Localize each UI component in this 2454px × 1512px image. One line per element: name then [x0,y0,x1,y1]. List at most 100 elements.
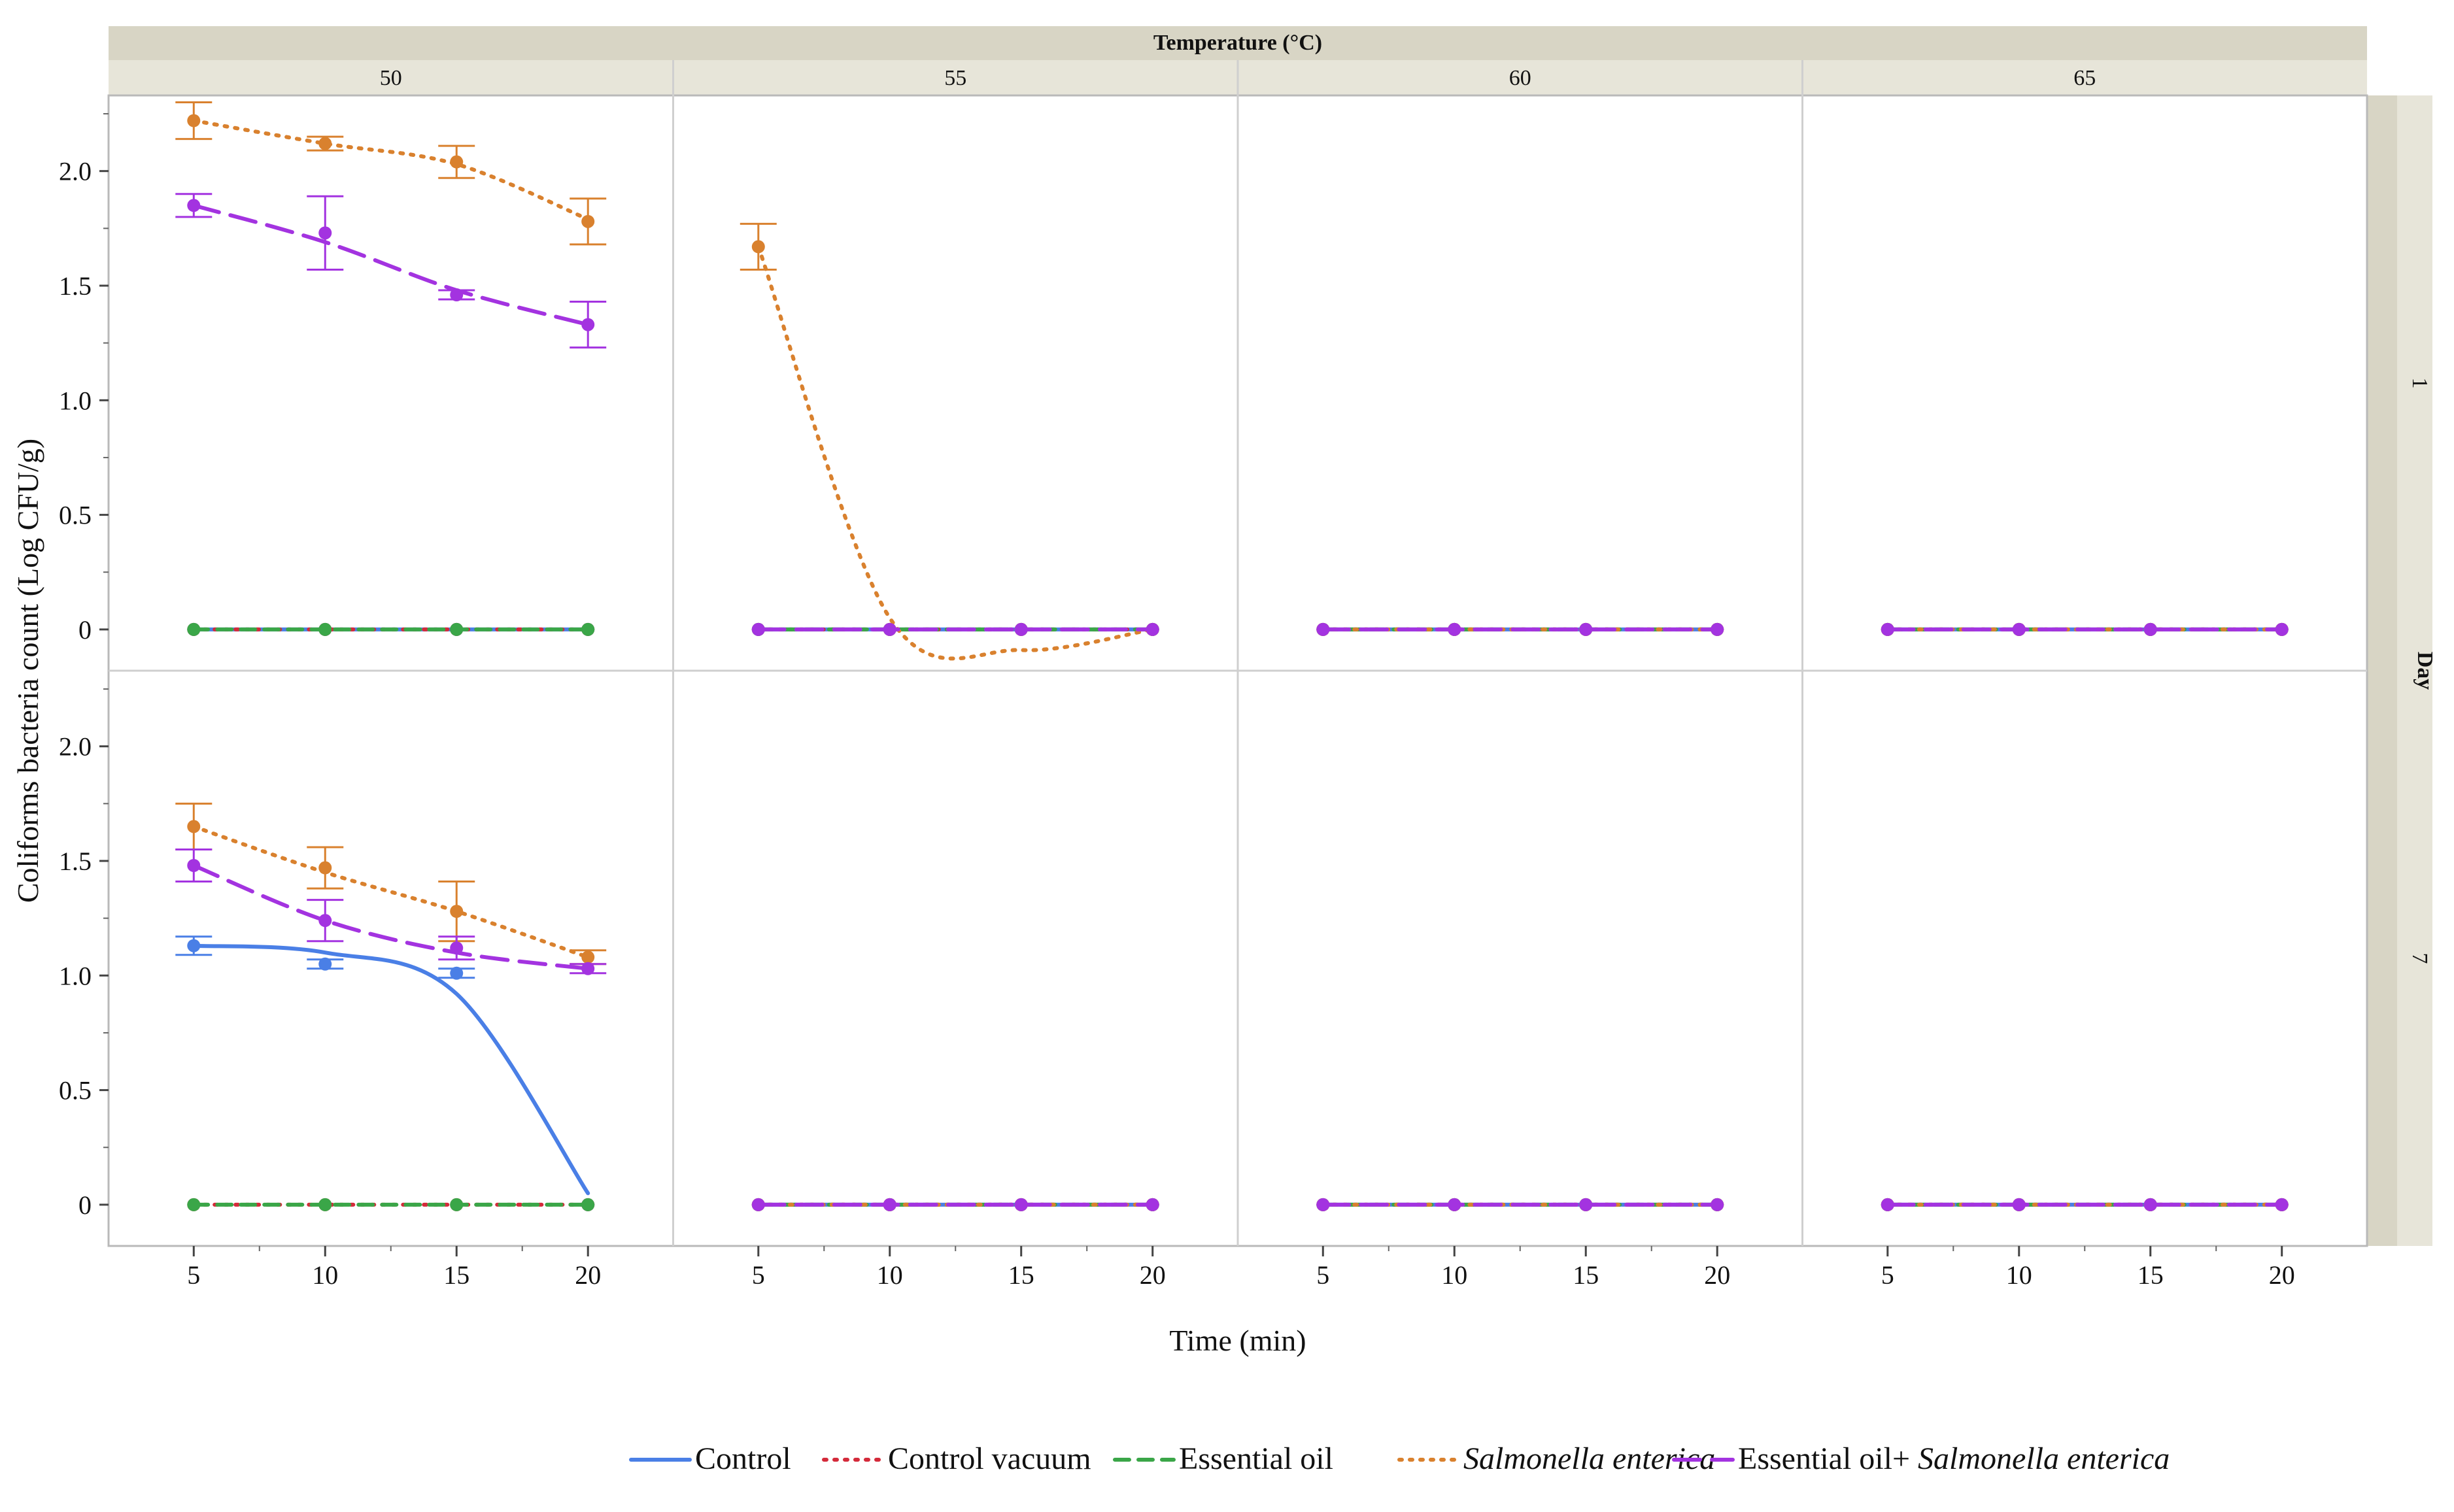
data-point-salmonella-enterica [450,155,464,169]
data-point-salmonella-enterica [581,214,595,228]
x-tick-label: 15 [1573,1260,1599,1290]
data-point-essential-oil [318,1198,332,1211]
data-point-essential-oil-salmonella-enterica [581,962,595,975]
data-point-essential-oil-salmonella-enterica [751,622,765,636]
y-tick-label: 2.0 [59,157,92,186]
legend-label: Essential oil [1179,1441,1333,1476]
data-point-essential-oil-salmonella-enterica [2012,1198,2026,1211]
data-point-salmonella-enterica [581,950,595,964]
data-point-essential-oil [450,1198,464,1211]
series-line-control [192,943,590,1196]
y-tick-label: 0 [78,1190,92,1220]
facet-col-label: 60 [1509,66,1531,90]
series-line-salmonella-enterica [192,118,590,222]
data-point-salmonella-enterica [450,905,464,918]
data-point-essential-oil-salmonella-enterica [1014,1198,1028,1211]
data-point-essential-oil [318,622,332,636]
data-point-salmonella-enterica [318,861,332,875]
data-point-control [187,939,201,952]
data-point-essential-oil-salmonella-enterica [1711,622,1724,636]
facet-col-label: 50 [380,66,402,90]
data-point-essential-oil-salmonella-enterica [751,1198,765,1211]
legend-label: Essential oil+ Salmonella enterica [1738,1441,2170,1476]
panel-r0-c3 [1881,622,2289,636]
x-tick-label: 15 [2138,1260,2164,1290]
x-axis-label: Time (min) [1169,1324,1306,1357]
data-point-control [450,966,464,980]
panel-r0-c2 [1316,622,1724,636]
x-tick-label: 20 [575,1260,601,1290]
data-point-essential-oil [450,622,464,636]
data-point-essential-oil-salmonella-enterica [1711,1198,1724,1211]
x-tick-label: 20 [2269,1260,2295,1290]
data-point-essential-oil-salmonella-enterica [2143,1198,2157,1211]
data-point-essential-oil-salmonella-enterica [2143,622,2157,636]
data-point-essential-oil-salmonella-enterica [1316,622,1330,636]
x-tick-label: 10 [877,1260,903,1290]
data-point-salmonella-enterica [751,240,765,254]
y-axis-label: Coliforms bacteria count (Log CFU/g) [11,439,44,903]
data-point-salmonella-enterica [187,114,201,127]
y-tick-label: 0 [78,615,92,645]
legend-label-text: Control [695,1441,791,1476]
data-point-essential-oil-salmonella-enterica [1316,1198,1330,1211]
data-point-essential-oil-salmonella-enterica [1014,622,1028,636]
series-line-essential-oil-salmonella-enterica [192,864,590,971]
data-point-essential-oil-salmonella-enterica [318,914,332,928]
y-tick-label: 2.0 [59,732,92,762]
data-point-essential-oil-salmonella-enterica [1146,1198,1159,1211]
data-point-essential-oil [581,1198,595,1211]
x-tick-label: 10 [1441,1260,1467,1290]
y-tick-label: 0.5 [59,1076,92,1105]
panel-r0-c0 [175,101,607,636]
data-point-essential-oil-salmonella-enterica [581,318,595,331]
legend-label-text: Control vacuum [888,1441,1091,1476]
panel-r1-c0 [175,802,607,1211]
data-point-control [318,957,332,971]
y-tick-label: 1.5 [59,847,92,876]
data-point-essential-oil-salmonella-enterica [187,859,201,873]
data-point-essential-oil-salmonella-enterica [187,199,201,212]
data-point-essential-oil-salmonella-enterica [450,941,464,955]
data-point-essential-oil [187,622,201,636]
panel-r1-c1 [751,1198,1159,1211]
data-point-essential-oil-salmonella-enterica [883,622,896,636]
data-point-essential-oil-salmonella-enterica [1448,622,1461,636]
legend-label-text: Essential oil+ [1738,1441,1918,1476]
data-point-essential-oil [187,1198,201,1211]
y-tick-label: 1.0 [59,961,92,990]
legend-label: Control vacuum [888,1441,1091,1476]
facet-row-label-strip [2397,95,2432,1246]
panel-r1-c3 [1881,1198,2289,1211]
facet-col-title: Temperature (°C) [1153,31,1322,55]
data-point-essential-oil-salmonella-enterica [883,1198,896,1211]
x-tick-label: 20 [1140,1260,1166,1290]
series-line-salmonella-enterica [756,244,1155,661]
data-point-salmonella-enterica [187,820,201,833]
facet-col-label: 65 [2073,66,2096,90]
data-point-essential-oil-salmonella-enterica [318,226,332,240]
x-tick-label: 10 [2006,1260,2032,1290]
data-point-essential-oil-salmonella-enterica [1579,622,1593,636]
facet-row-label: 1 [2408,378,2432,389]
series-line-salmonella-enterica [192,824,590,960]
data-point-essential-oil-salmonella-enterica [1579,1198,1593,1211]
data-point-essential-oil-salmonella-enterica [450,288,464,302]
x-tick-label: 5 [187,1260,200,1290]
x-tick-label: 5 [752,1260,765,1290]
data-point-essential-oil-salmonella-enterica [1881,622,1894,636]
facet-col-title-strip [109,26,2367,60]
x-tick-label: 15 [443,1260,469,1290]
panel-r0-c1 [740,222,1159,661]
y-tick-label: 1.5 [59,271,92,301]
legend-label: Control [695,1441,791,1476]
x-tick-label: 5 [1316,1260,1329,1290]
data-point-essential-oil-salmonella-enterica [2275,622,2289,636]
legend: Control Control vacuum Essential oil Salmon… [629,1441,2170,1476]
facet-col-label: 55 [944,66,966,90]
legend-label-italic: Salmonella enterica [1918,1441,2170,1476]
data-point-essential-oil [581,622,595,636]
x-tick-label: 15 [1008,1260,1034,1290]
